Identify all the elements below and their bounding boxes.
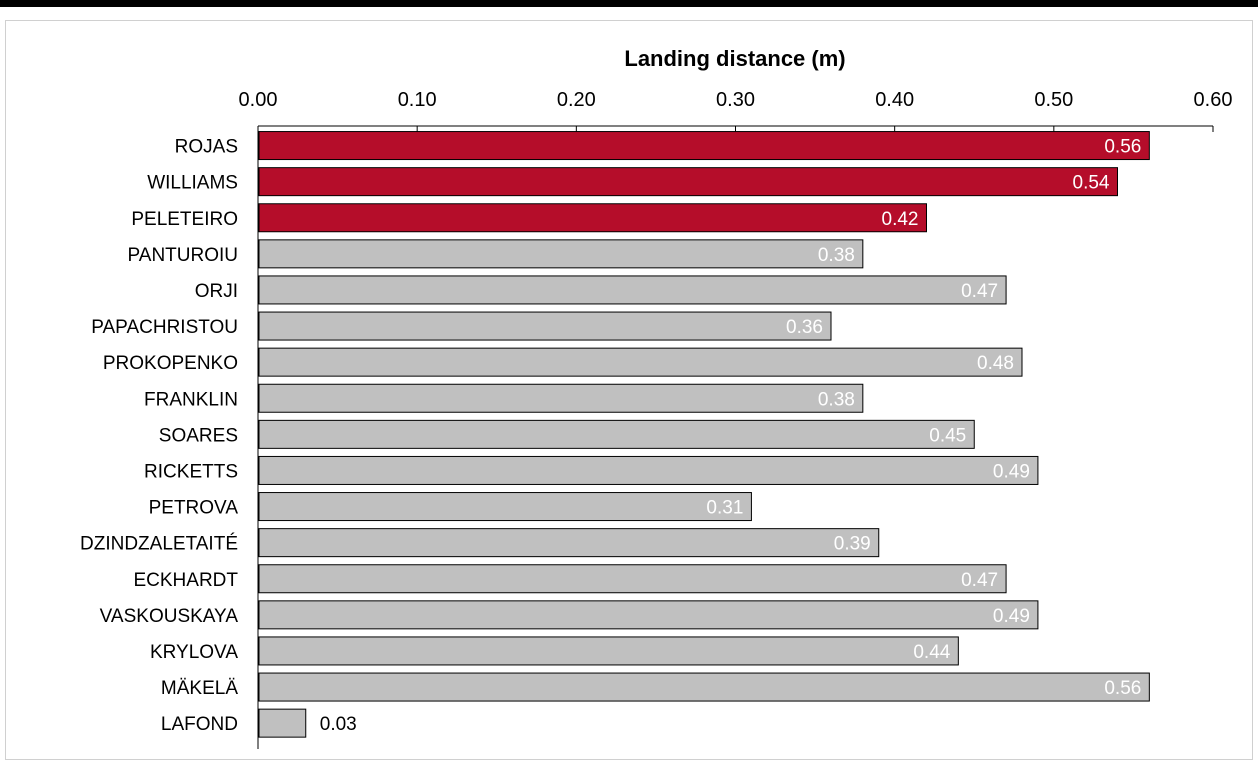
category-label: KRYLOVA (150, 642, 238, 663)
chart-title: Landing distance (m) (624, 46, 845, 71)
bar (258, 636, 959, 666)
category-label: RICKETTS (144, 461, 238, 482)
category-label: PETROVA (149, 498, 239, 519)
x-tick-label: 0.30 (716, 89, 755, 111)
data-labels: 0.56 0.54 0.42 0.38 0.47 0.36 0.48 0.38 0.45 0.49… (320, 137, 1142, 736)
category-label: ORJI (195, 281, 238, 302)
category-labels: ROJAS WILLIAMS PELETEIRO PANTUROIU ORJI PAPAC… (80, 137, 238, 736)
category-label: ECKHARDT (133, 570, 238, 591)
category-label: MÄKELÄ (161, 678, 238, 699)
bars (258, 131, 1150, 738)
bar (258, 672, 1150, 702)
data-label: 0.47 (961, 281, 998, 302)
data-label: 0.39 (834, 534, 871, 555)
category-label: LAFOND (161, 714, 238, 735)
data-label: 0.31 (706, 498, 743, 519)
category-label: PROKOPENKO (103, 353, 238, 374)
category-label: PAPACHRISTOU (91, 317, 238, 338)
category-label: FRANKLIN (144, 389, 238, 410)
x-tick-label: 0.10 (398, 89, 437, 111)
x-tick-label: 0.40 (875, 89, 914, 111)
bar (258, 419, 975, 449)
category-label: PELETEIRO (131, 209, 238, 230)
category-label: WILLIAMS (147, 173, 238, 194)
category-label: SOARES (159, 425, 238, 446)
data-label: 0.48 (977, 353, 1014, 374)
data-label: 0.03 (320, 714, 357, 735)
data-label: 0.38 (818, 245, 855, 266)
x-tick-label: 0.20 (557, 89, 596, 111)
data-label: 0.42 (882, 209, 919, 230)
bar (258, 167, 1118, 197)
bar (258, 275, 1007, 305)
data-label: 0.45 (929, 425, 966, 446)
bar (258, 564, 1007, 594)
category-label: VASKOUSKAYA (100, 606, 239, 627)
category-label: DZINDZALETAITÉ (80, 534, 238, 555)
bar (258, 131, 1150, 161)
bar (258, 347, 1023, 377)
data-label: 0.54 (1073, 173, 1110, 194)
category-label: PANTUROIU (128, 245, 238, 266)
data-label: 0.47 (961, 570, 998, 591)
bar (258, 383, 864, 413)
data-label: 0.56 (1104, 137, 1141, 158)
data-label: 0.49 (993, 606, 1030, 627)
bar (258, 239, 864, 269)
x-tick-label: 0.00 (239, 89, 278, 111)
data-label: 0.56 (1104, 678, 1141, 699)
data-label: 0.49 (993, 461, 1030, 482)
x-axis: 0.00 0.10 0.20 0.30 0.40 0.50 0.60 (239, 89, 1233, 749)
x-tick-label: 0.50 (1034, 89, 1073, 111)
data-label: 0.36 (786, 317, 823, 338)
x-tick-label: 0.60 (1194, 89, 1233, 111)
bar (258, 455, 1039, 485)
bar (258, 528, 880, 558)
top-border (0, 0, 1258, 7)
data-label: 0.44 (913, 642, 950, 663)
category-label: ROJAS (175, 137, 238, 158)
bar (258, 600, 1039, 630)
bar (258, 203, 927, 233)
data-label: 0.38 (818, 389, 855, 410)
bar (258, 708, 307, 738)
bar (258, 492, 752, 522)
bar (258, 311, 832, 341)
